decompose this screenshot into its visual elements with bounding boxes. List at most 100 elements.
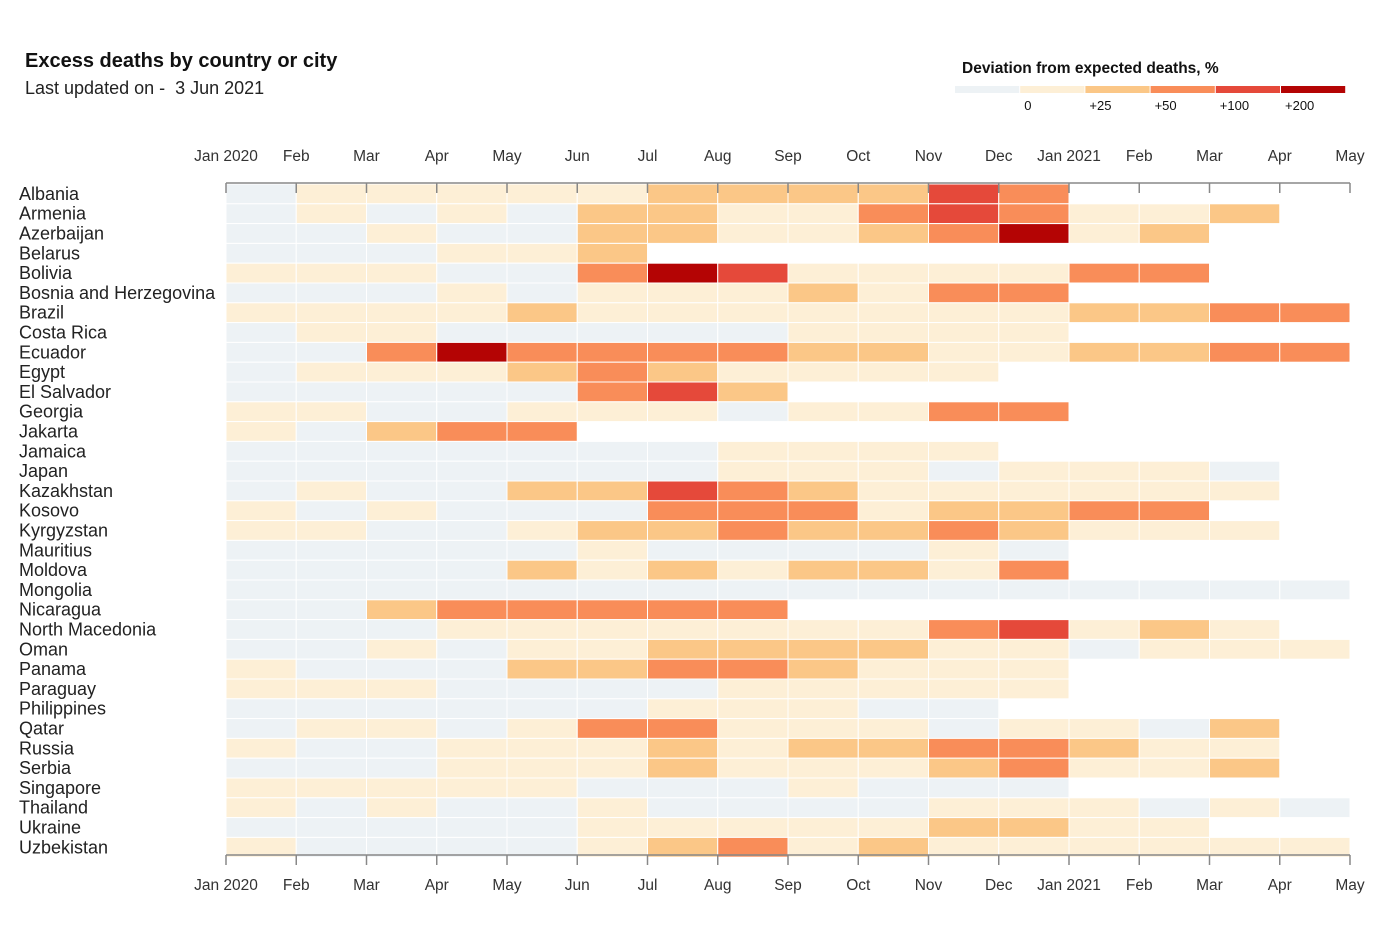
row-label: Brazil: [19, 303, 64, 323]
heatmap-cell: [576, 797, 648, 819]
heatmap-cell: [1209, 480, 1281, 502]
heatmap-cell: [225, 836, 297, 858]
row-label: Singapore: [19, 778, 101, 798]
x-tick-label: Jan 2021: [1037, 877, 1101, 894]
heatmap-cell: [787, 797, 859, 819]
heatmap-cell: [295, 480, 367, 502]
row-label: Georgia: [19, 402, 84, 422]
heatmap-cell: [1209, 797, 1281, 819]
heatmap-cell: [366, 421, 438, 442]
heatmap-cell: [998, 282, 1070, 304]
heatmap-cell: [647, 302, 719, 324]
heatmap-cell: [1068, 619, 1140, 640]
heatmap-cell: [717, 619, 789, 640]
heatmap-cell: [436, 302, 508, 324]
legend-swatch: [1020, 86, 1085, 93]
heatmap-cell: [225, 559, 297, 581]
heatmap-cell: [647, 183, 719, 205]
heatmap-cell: [857, 817, 929, 838]
heatmap-cell: [295, 777, 367, 799]
x-tick-label: Apr: [425, 877, 449, 894]
x-tick-label: Jan 2020: [194, 877, 258, 894]
heatmap-cell: [506, 302, 578, 324]
heatmap-cell: [928, 500, 1000, 522]
heatmap-cell: [295, 757, 367, 779]
x-tick-label: Sep: [774, 148, 802, 165]
heatmap-cell: [998, 183, 1070, 205]
heatmap-cell: [506, 242, 578, 264]
heatmap-cell: [1279, 797, 1351, 819]
heatmap-cell: [295, 381, 367, 403]
heatmap-cell: [295, 322, 367, 343]
heatmap-cell: [1138, 579, 1210, 601]
heatmap-cell: [787, 460, 859, 482]
x-tick-label: Aug: [704, 877, 732, 894]
heatmap-cell: [857, 718, 929, 739]
heatmap-cell: [225, 242, 297, 264]
heatmap-cell: [366, 381, 438, 403]
heatmap-cell: [1068, 500, 1140, 522]
x-tick-label: Feb: [283, 877, 310, 894]
heatmap-cell: [436, 619, 508, 640]
heatmap-cell: [787, 282, 859, 304]
heatmap-cell: [506, 836, 578, 858]
heatmap-cell: [576, 658, 648, 680]
heatmap-cell: [295, 817, 367, 838]
heatmap-cell: [787, 658, 859, 680]
heatmap-cell: [506, 539, 578, 561]
heatmap-cell: [647, 638, 719, 660]
heatmap-cell: [506, 203, 578, 225]
heatmap-cell: [225, 421, 297, 442]
heatmap-cell: [1209, 718, 1281, 739]
heatmap-cell: [1068, 223, 1140, 244]
heatmap-cell: [436, 480, 508, 502]
heatmap-cell: [717, 777, 789, 799]
heatmap-cell: [436, 757, 508, 779]
heatmap-cell: [295, 262, 367, 284]
heatmap-cell: [506, 183, 578, 205]
heatmap-cell: [717, 718, 789, 739]
heatmap-cell: [366, 183, 438, 205]
heatmap-cell: [506, 440, 578, 462]
heatmap-cell: [436, 797, 508, 819]
x-tick-label: May: [492, 148, 522, 165]
heatmap-cell: [295, 223, 367, 244]
heatmap-cell: [1279, 341, 1351, 363]
heatmap-cell: [998, 460, 1070, 482]
heatmap-cell: [1138, 757, 1210, 779]
heatmap-cell: [1068, 718, 1140, 739]
heatmap-cell: [1209, 836, 1281, 858]
heatmap-cell: [857, 183, 929, 205]
heatmap-cell: [857, 520, 929, 541]
heatmap-cell: [928, 322, 1000, 343]
heatmap-cell: [857, 638, 929, 660]
heatmap-cell: [1138, 341, 1210, 363]
heatmap-cell: [225, 460, 297, 482]
heatmap-cell: [225, 698, 297, 720]
heatmap-cell: [225, 500, 297, 522]
row-label: Albania: [19, 184, 80, 204]
heatmap-cell: [787, 638, 859, 660]
x-tick-label: May: [1335, 148, 1365, 165]
x-axis-bottom: Jan 2020 Feb Mar Apr May Jun Jul Aug Sep Oct Nov De…: [194, 854, 1365, 894]
heatmap-cell: [787, 698, 859, 720]
heatmap-cell: [295, 638, 367, 660]
heatmap-cell: [1279, 836, 1351, 858]
heatmap-cell: [717, 183, 789, 205]
heatmap-cell: [436, 658, 508, 680]
heatmap-cell: [506, 520, 578, 541]
heatmap-cell: [1209, 302, 1281, 324]
heatmap-cell: [576, 302, 648, 324]
heatmap-cell: [647, 401, 719, 423]
heatmap-cell: [506, 381, 578, 403]
row-label: Kosovo: [19, 501, 79, 521]
heatmap-cells: [225, 183, 1351, 858]
heatmap-cell: [225, 341, 297, 363]
legend-label: +50: [1155, 98, 1177, 113]
heatmap-cell: [506, 361, 578, 383]
x-tick-label: Dec: [985, 148, 1013, 165]
heatmap-cell: [857, 322, 929, 343]
heatmap-cell: [366, 777, 438, 799]
heatmap-cell: [436, 539, 508, 561]
